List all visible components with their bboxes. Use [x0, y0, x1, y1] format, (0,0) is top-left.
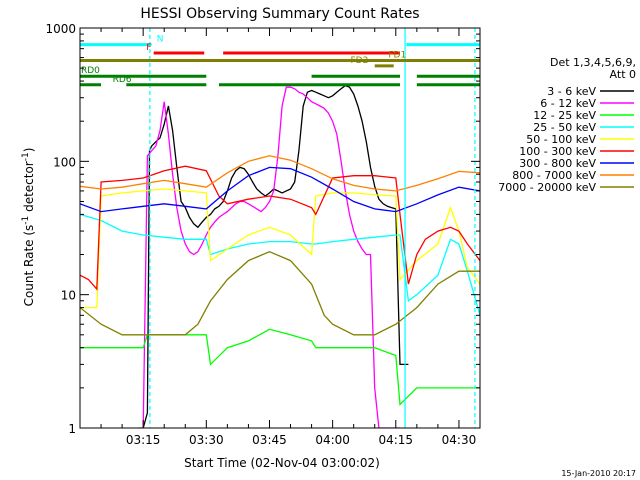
flag-label-rd6: RD6	[113, 75, 132, 85]
x-tick-label-0345: 03:45	[252, 433, 287, 447]
y-tick-label-1: 1	[68, 422, 76, 436]
legend-label-2: 6 - 12 keV	[540, 97, 596, 110]
y-tick-label-1000: 1000	[45, 22, 76, 36]
series-line-8	[80, 155, 480, 192]
series-line-6	[80, 165, 480, 291]
series-line-2	[138, 86, 400, 428]
series-layer	[80, 28, 480, 428]
legend-label-5: 50 - 100 keV	[526, 133, 596, 146]
y-axis-label-mid: detector	[22, 161, 36, 216]
axes-layer: 03:15 03:30 03:45 04:00 04:15 04:30 1 10 100 1000	[45, 22, 481, 447]
legend-label-6: 100 - 300 keV	[519, 145, 596, 158]
flag-bars-layer: NF FD1 FD2 RD0 RD6	[80, 35, 480, 87]
y-axis-label-sup1: -1	[21, 216, 31, 225]
x-tick-label-0430: 04:30	[442, 433, 477, 447]
x-axis-label: Start Time (02-Nov-04 03:00:02)	[184, 456, 380, 470]
series-line-4	[80, 213, 480, 316]
flag-label-rd0: RD0	[81, 66, 100, 76]
legend-header-2: Att 0	[610, 68, 636, 81]
legend-label-8: 800 - 7000 keV	[512, 169, 596, 182]
legend-header-1: Det 1,3,4,5,6,9,	[550, 56, 636, 69]
x-tick-label-0315: 03:15	[126, 433, 161, 447]
series-line-7	[80, 166, 480, 213]
timestamp: 15-Jan-2010 20:17	[561, 469, 636, 478]
x-tick-label-0330: 03:30	[189, 433, 224, 447]
legend-label-4: 25 - 50 keV	[533, 121, 596, 134]
x-tick-label-0400: 04:00	[315, 433, 350, 447]
y-tick-label-100: 100	[53, 155, 76, 169]
flag-label-fd2: FD2	[350, 56, 368, 66]
y-axis-label-main: Count Rate (s	[22, 225, 36, 307]
y-tick-label-10: 10	[61, 289, 76, 303]
chart-title: HESSI Observing Summary Count Rates	[140, 6, 419, 22]
flag-label-fd1: FD1	[388, 51, 406, 61]
legend-label-7: 300 - 800 keV	[519, 157, 596, 170]
y-axis-label: Count Rate (s-1 detector-1)	[21, 148, 36, 307]
legend-label-3: 12 - 25 keV	[533, 109, 596, 122]
plot-frame	[79, 27, 481, 429]
series-line-9	[80, 250, 480, 336]
flag-label-n: N	[157, 35, 164, 45]
x-tick-label-0415: 04:15	[378, 433, 413, 447]
legend-label-1: 3 - 6 keV	[547, 85, 596, 98]
y-axis-label-end: )	[22, 148, 36, 153]
series-line-5	[80, 188, 480, 309]
legend-label-9: 7000 - 20000 keV	[498, 181, 596, 194]
y-axis-label-sup2: -1	[21, 152, 31, 161]
flag-label-f: F	[146, 43, 151, 53]
